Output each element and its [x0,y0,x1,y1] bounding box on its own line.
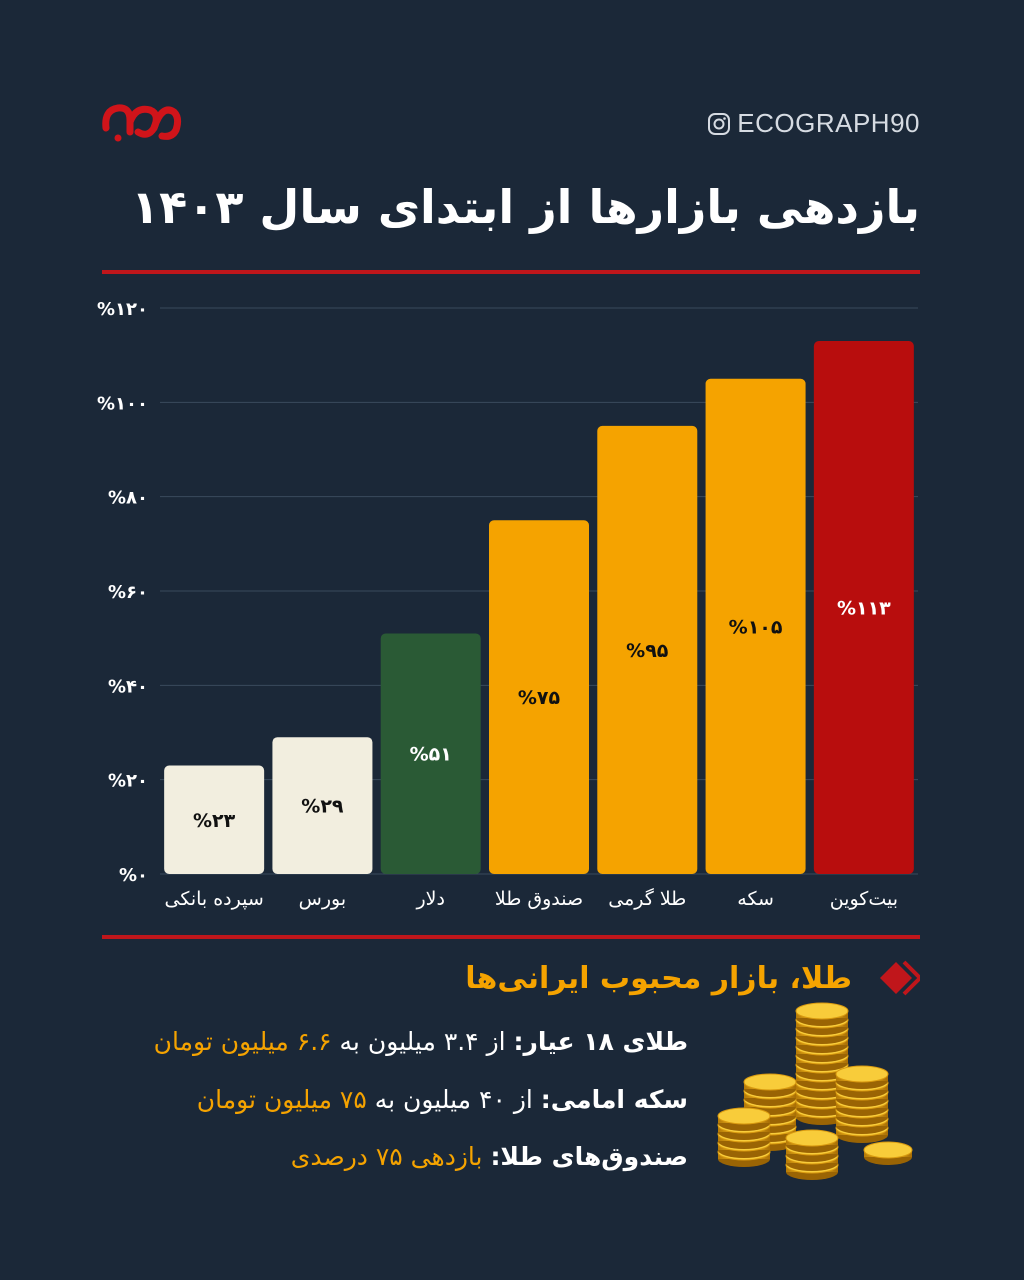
data-label: %۲۹ [301,796,344,818]
handle-text: ECOGRAPH90 [737,108,920,138]
double-diamond-icon [880,960,920,996]
coin-face [863,1141,913,1159]
y-tick-label: %۱۰۰ [97,393,148,414]
bottom-divider [102,935,920,939]
section-title: طلا، بازار محبوب ایرانی‌ها [465,960,852,996]
gold-coins-illustration [717,1002,913,1180]
section-heading: طلا، بازار محبوب ایرانی‌ها [465,958,920,998]
info-key: طلای ۱۸ عیار: [513,1027,688,1056]
info-text: از ۴۰ میلیون به [366,1085,541,1114]
data-label: %۵۱ [410,744,452,766]
coin-face [835,1065,889,1083]
page-title: بازدهی بازارها از ابتدای سال ۱۴۰۳ [131,180,920,234]
bar [597,425,698,874]
data-label: %۲۳ [193,810,236,832]
data-label: %۱۰۵ [729,616,783,638]
y-tick-label: %۴۰ [108,676,148,697]
data-label: %۷۵ [518,687,561,709]
x-tick-label: بیت‌کوین [830,888,898,910]
info-key: صندوق‌های طلا: [490,1142,688,1171]
top-divider [102,270,920,274]
x-tick-label: صندوق طلا [495,888,583,910]
y-tick-label: %۰ [119,865,148,886]
y-tick-label: %۲۰ [108,771,148,792]
ecograph-logo-icon [102,104,182,142]
info-line-18k-gold: طلای ۱۸ عیار: از ۳.۴ میلیون به ۶.۶ میلیو… [100,1025,688,1059]
bar [489,520,589,874]
y-tick-label: %۶۰ [108,582,148,603]
info-highlight: بازدهی ۷۵ درصدی [290,1142,483,1171]
data-label: %۱۱۳ [837,598,891,620]
info-highlight: ۶.۶ میلیون تومان [153,1027,332,1056]
social-handle[interactable]: ECOGRAPH90 [707,108,920,139]
coin-face [795,1002,849,1020]
info-key: سکه امامی: [540,1085,688,1114]
y-tick-label: %۱۲۰ [97,299,148,320]
info-highlight: ۷۵ میلیون تومان [196,1085,367,1114]
info-line-emami-coin: سکه امامی: از ۴۰ میلیون به ۷۵ میلیون توم… [100,1083,688,1117]
bar [813,341,914,874]
instagram-icon [708,112,731,135]
x-tick-label: بورس [299,888,346,910]
bar [164,765,265,874]
coin-face [717,1107,771,1125]
x-tick-label: سکه [737,888,774,910]
bar [705,378,806,874]
y-tick-label: %۸۰ [108,488,148,509]
x-tick-label: طلا گرمی [608,887,686,910]
bar [380,633,481,874]
x-tick-label: دلار [415,888,444,910]
bar [272,737,373,874]
info-text: از ۳.۴ میلیون به [331,1027,514,1056]
coin-face [785,1129,839,1147]
x-tick-label: سپرده بانکی [164,888,263,910]
data-label: %۹۵ [626,640,669,662]
returns-bar-chart: %۰ %۲۰ %۴۰ %۶۰ %۸۰ %۱۰۰ %۱۲۰ %۲۳ سپرده بانکی %۲۹ ب… [97,299,918,910]
coin-face [743,1073,797,1091]
info-line-gold-funds: صندوق‌های طلا: بازدهی ۷۵ درصدی [100,1140,688,1174]
